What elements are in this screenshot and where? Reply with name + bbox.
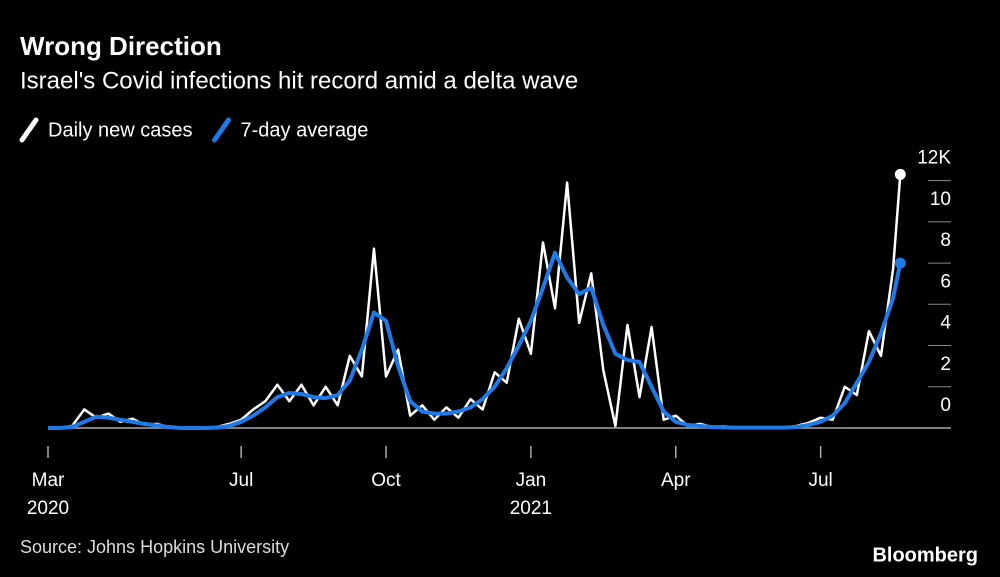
x-tick-label: Mar <box>32 470 65 491</box>
y-tick-label: 10 <box>930 189 951 210</box>
x-tick-label: Jul <box>808 470 832 491</box>
x-tick-label: Jan <box>516 470 547 491</box>
year-label: 2020 <box>27 498 69 519</box>
y-tick-label: 8 <box>940 230 951 251</box>
legend-swatch <box>212 117 232 143</box>
series-line <box>47 174 902 430</box>
brand: Bloomberg <box>872 544 978 566</box>
series-line <box>48 250 903 430</box>
legend-label: Daily new cases <box>48 119 193 141</box>
y-tick-label: 0 <box>940 395 951 416</box>
legend-label: 7-day average <box>241 119 369 141</box>
x-tick-label: Oct <box>371 470 401 491</box>
end-marker <box>894 168 906 180</box>
x-tick-label: Jul <box>229 470 253 491</box>
legend-swatch <box>19 117 39 143</box>
y-tick-label: 4 <box>940 313 951 334</box>
x-tick-label: Apr <box>661 470 691 491</box>
chart-title: Wrong Direction <box>20 31 222 61</box>
end-marker <box>894 257 906 269</box>
y-tick-label: 2 <box>940 354 951 375</box>
source: Source: Johns Hopkins University <box>20 537 289 557</box>
y-tick-label: 6 <box>940 271 951 292</box>
y-tick-label: 12K <box>917 148 951 169</box>
chart-subtitle: Israel's Covid infections hit record ami… <box>20 67 578 94</box>
year-label: 2021 <box>510 498 552 519</box>
